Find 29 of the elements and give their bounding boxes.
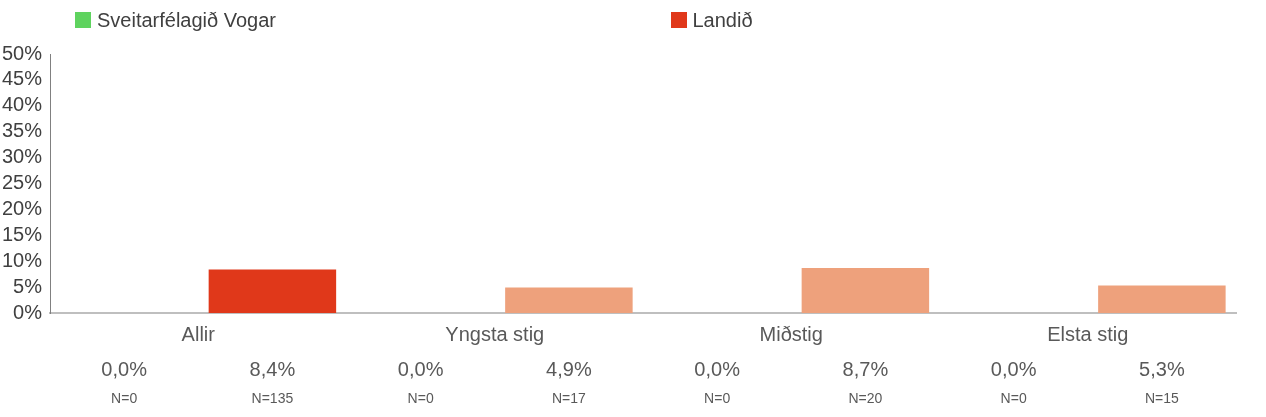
y-tick-label: 15% (2, 222, 43, 245)
y-tick-label: 30% (2, 145, 43, 168)
y-tick-label: 20% (2, 196, 43, 219)
data-label: 0,0% N=0 (101, 358, 148, 406)
y-tick-label: 50% (2, 41, 43, 64)
y-tick-label: 25% (2, 171, 43, 194)
data-label: 8,4% N=135 (249, 358, 296, 406)
bar (505, 287, 633, 313)
x-tick-label: Miðstig (759, 322, 823, 345)
data-label: 0,0% N=0 (990, 358, 1037, 406)
data-label: 0,0% N=0 (397, 358, 444, 406)
bar (1098, 285, 1226, 313)
x-tick-label: Yngsta stig (445, 322, 545, 345)
y-tick-label: 35% (2, 119, 43, 142)
y-tick-label: 5% (13, 274, 43, 297)
data-label: 8,7% N=20 (842, 358, 889, 406)
bar (208, 269, 337, 313)
y-tick-label: 10% (2, 248, 43, 271)
data-label: 0,0% N=0 (694, 358, 741, 406)
data-label: 5,3% N=15 (1139, 358, 1185, 406)
data-label: 4,9% N=17 (546, 358, 592, 406)
legend-label: Landið (692, 8, 753, 32)
legend-label: Sveitarfélagið Vogar (97, 8, 277, 32)
y-tick-label: 0% (13, 300, 43, 323)
x-tick-label: Elsta stig (1047, 322, 1129, 345)
y-tick-label: 45% (2, 67, 43, 90)
y-tick-label: 40% (2, 93, 43, 116)
x-tick-label: Allir (181, 322, 216, 345)
bar (801, 267, 930, 313)
